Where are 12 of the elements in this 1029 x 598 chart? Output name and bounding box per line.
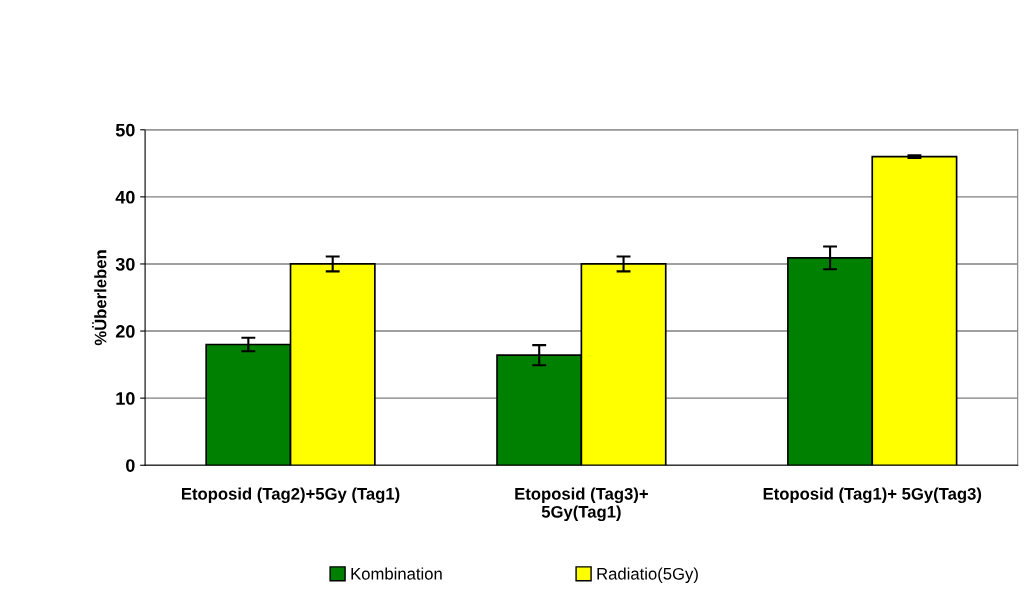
- y-tick-label: 40: [115, 190, 135, 204]
- y-axis-title: %Überleben: [92, 250, 107, 346]
- y-tick-label: 20: [115, 324, 135, 338]
- legend-label: Kombination: [351, 567, 442, 580]
- y-tick-label: 50: [115, 123, 135, 137]
- y-tick-label: 10: [116, 392, 135, 405]
- x-tick-label: Etoposid (Tag2)+5Gy (Tag1): [181, 487, 400, 504]
- x-tick-label: Etoposid (Tag1)+ 5Gy(Tag3): [763, 487, 982, 504]
- legend-label: Radiatio(5Gy): [597, 567, 698, 583]
- y-tick-label: 30: [115, 257, 135, 271]
- x-tick-label: Etoposid (Tag3)+ 5Gy(Tag1): [515, 487, 648, 522]
- y-tick-label: 0: [126, 459, 135, 472]
